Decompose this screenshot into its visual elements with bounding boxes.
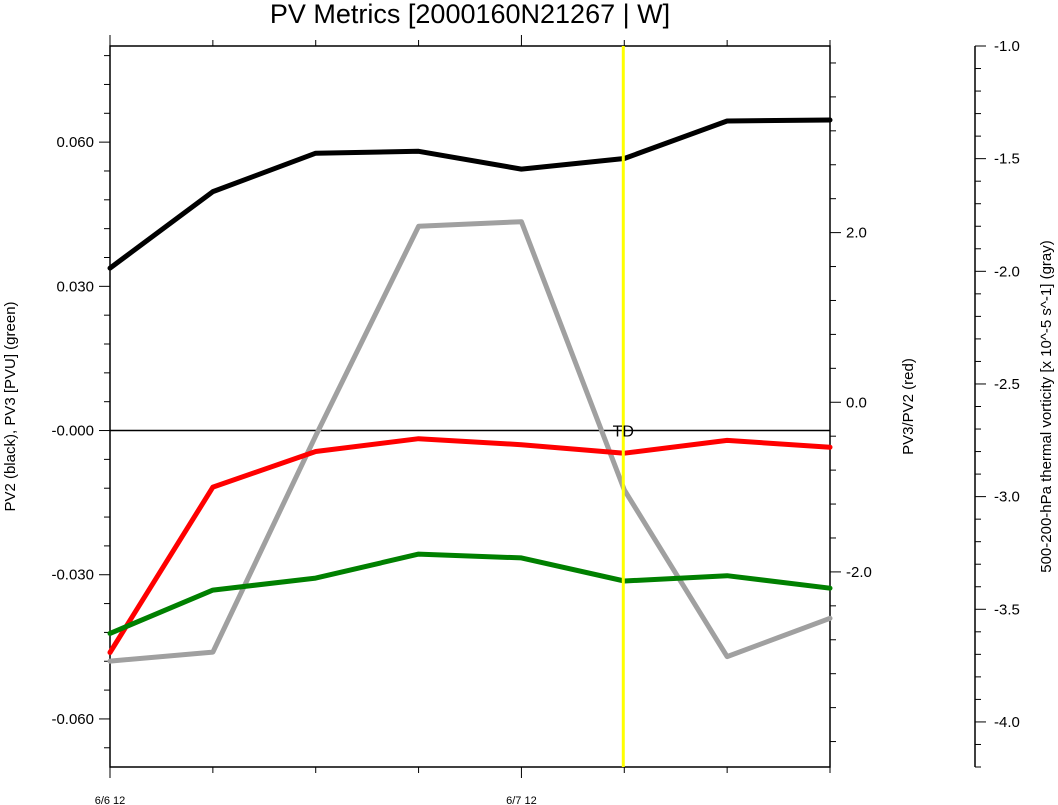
plot-frame (109, 45, 831, 768)
left-tick-label: -0.060 (51, 711, 94, 728)
right-tick-label: -2.0 (846, 564, 872, 581)
right-axis-title: PV3/PV2 (red) (900, 358, 917, 455)
far-right-tick-label: -1.5 (994, 151, 1020, 168)
series-line-pv3 (107, 551, 833, 636)
labels-layer: 0.060 0.030 -0.000 -0.030 -0.060 PV2 (black),… (2, 38, 1055, 805)
left-tick-label: 0.030 (56, 278, 94, 295)
x-tick-label: 6/7 12 (506, 795, 537, 805)
left-tick-label: -0.030 (51, 567, 94, 584)
right-tick-label: 2.0 (846, 225, 867, 242)
series-lines (107, 46, 833, 767)
far-right-axis-title: 500-200-hPa thermal vorticity [x 10^-5 s… (1038, 240, 1055, 573)
far-right-tick-label: -2.0 (994, 263, 1020, 280)
left-tick-label: -0.000 (51, 423, 94, 440)
td-marker-label: TD (613, 424, 634, 441)
far-right-tick-label: -3.5 (994, 601, 1020, 618)
left-tick-label: 0.060 (56, 134, 94, 151)
far-right-tick-label: -1.0 (994, 38, 1020, 55)
chart-title: PV Metrics [2000160N21267 | W] (270, 0, 670, 29)
far-right-tick-label: -2.5 (994, 376, 1020, 393)
far-right-tick-label: -3.0 (994, 489, 1020, 506)
x-tick-label: 6/6 12 (95, 795, 126, 805)
axes-layer (99, 35, 986, 778)
series-line-thermal-vorticity (107, 219, 833, 664)
series-line-pv3-pv2 (107, 436, 833, 655)
far-right-tick-label: -4.0 (994, 714, 1020, 731)
right-tick-label: 0.0 (846, 394, 867, 411)
series-line-pv2 (107, 117, 833, 271)
left-axis-title: PV2 (black), PV3 [PVU] (green) (2, 301, 19, 511)
